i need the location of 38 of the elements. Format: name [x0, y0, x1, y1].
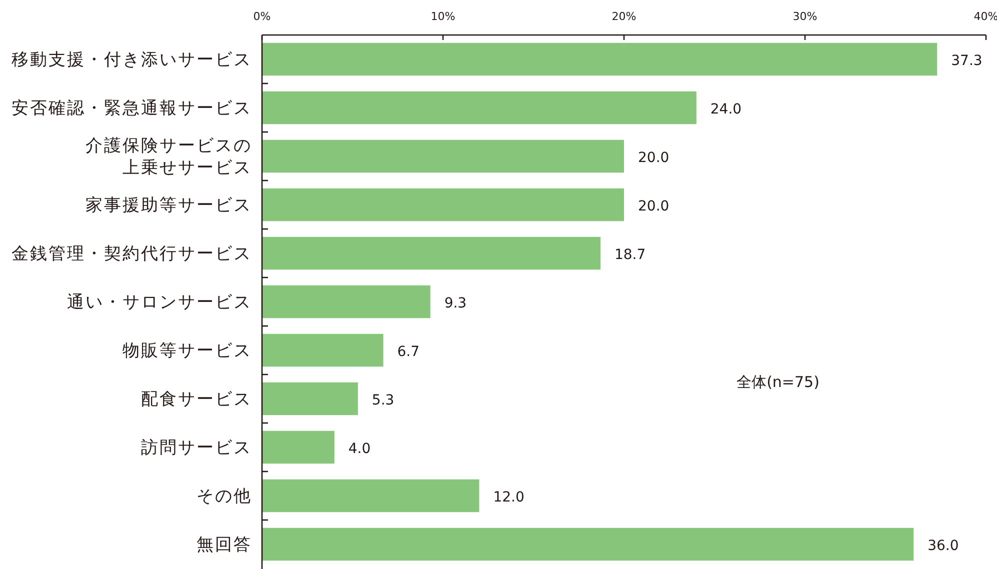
y-tick-label: 物販等サービス [122, 341, 252, 362]
y-tick-label: 通い・サロンサービス [67, 292, 252, 313]
data-label: 6.7 [397, 344, 420, 360]
annotation: 全体(n=75) [736, 373, 820, 392]
data-label: 20.0 [638, 198, 670, 215]
x-tick-label: 30% [792, 10, 818, 24]
data-label: 5.3 [372, 392, 394, 409]
data-label: 4.0 [348, 441, 371, 458]
bar [262, 479, 480, 512]
y-tick-label: 配食サービス [141, 390, 252, 410]
y-tick-label: その他 [196, 486, 252, 507]
y-tick-label: 移動支援・付き添いサービス [12, 50, 252, 70]
data-label: 37.3 [951, 53, 982, 70]
y-tick-label: 金銭管理・契約代行サービス [12, 244, 252, 264]
bar [262, 285, 430, 318]
bar [262, 430, 334, 464]
data-label: 12.0 [493, 490, 524, 506]
y-tick-label: 安否確認・緊急通報サービス [12, 98, 252, 119]
x-tick-label: 0% [253, 10, 271, 24]
y-tick-label: 家事援助等サービス [86, 196, 252, 216]
data-label: 36.0 [928, 538, 959, 554]
bar [262, 140, 624, 173]
bar [262, 334, 384, 367]
bar [262, 528, 914, 561]
data-label: 9.3 [444, 296, 467, 312]
bar [262, 236, 600, 270]
y-tick-label: 訪問サービス [141, 438, 252, 458]
bar [262, 382, 358, 416]
data-label: 18.7 [614, 247, 646, 264]
x-tick-label: 10% [430, 10, 456, 24]
y-tick-label: 無回答 [196, 535, 252, 556]
bar [262, 91, 696, 124]
x-tick-label: 20% [612, 10, 636, 24]
y-tick-label: 介護保険サービスの上乗せサービス [86, 136, 252, 178]
data-label: 24.0 [710, 102, 742, 118]
data-label: 20.0 [638, 150, 670, 166]
bar [262, 42, 938, 76]
bar [262, 188, 624, 222]
